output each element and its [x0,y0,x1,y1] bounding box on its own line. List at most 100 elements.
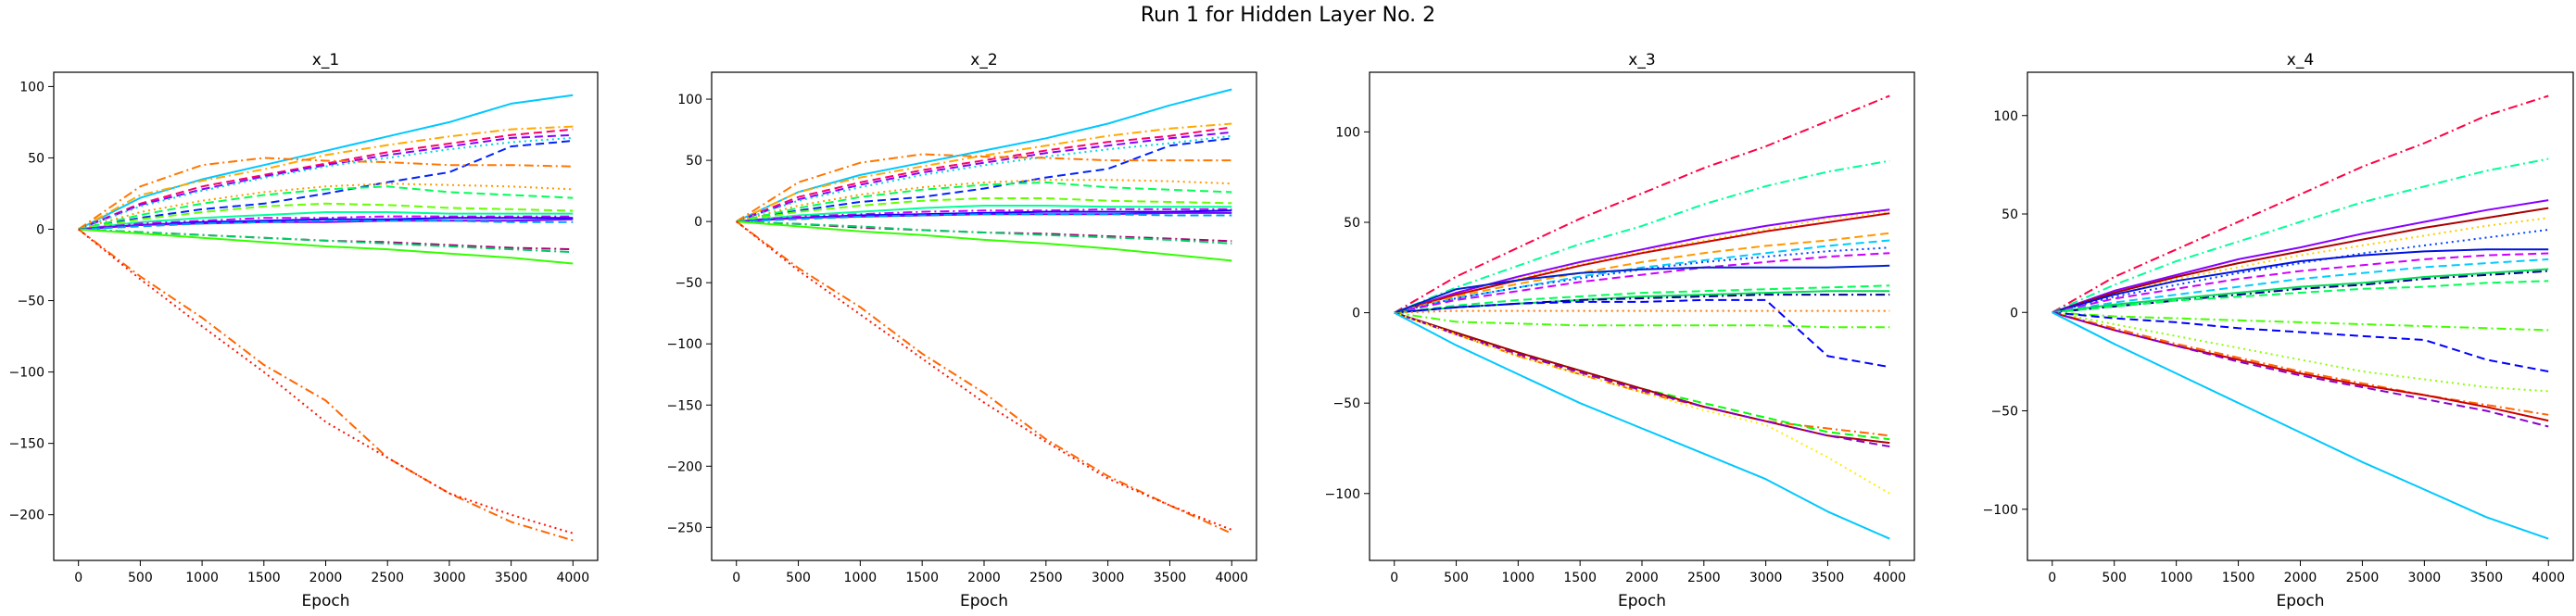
series-line-2 [78,125,574,231]
series-line-19 [2052,311,2549,540]
series-line-10 [2052,268,2549,314]
series-line-20 [736,220,1232,531]
y-tick-label: −150 [667,398,702,413]
x-tick-label: 3500 [1154,571,1187,585]
series-line-8 [736,179,1232,223]
series-line-18 [2052,311,2549,428]
figure-suptitle: Run 1 for Hidden Layer No. 2 [1140,4,1436,27]
x-tick-label: 1000 [844,571,878,585]
y-tick-label: 100 [1993,109,2018,124]
series-line-3 [736,126,1232,223]
x-tick-label: 1500 [1563,571,1597,585]
x-axis-label: Epoch [2276,592,2324,610]
series-line-14 [2052,311,2549,372]
x-tick-label: 0 [1390,571,1398,585]
series-line-10 [78,202,574,231]
y-tick-label: −50 [1332,396,1360,411]
series-line-3 [1394,208,1890,314]
series-line-5 [1394,212,1890,314]
series-line-1 [2052,94,2549,314]
series-line-9 [78,185,574,231]
series-line-19 [78,228,574,542]
x-axis-label: Epoch [301,592,349,610]
series-line-8 [78,182,574,231]
x-tick-label: 500 [786,571,811,585]
y-tick-label: 0 [2010,306,2018,321]
series-line-10 [736,197,1232,223]
series-line-11 [78,211,574,231]
x-tick-label: 2500 [2346,571,2380,585]
series-line-8 [2052,252,2549,314]
x-tick-label: 3500 [1812,571,1845,585]
y-tick-label: −100 [667,337,702,352]
series-line-17 [78,228,574,254]
x-tick-label: 4000 [556,571,589,585]
x-tick-label: 4000 [1215,571,1248,585]
x-axis-label: Epoch [960,592,1008,610]
series-line-11 [736,205,1232,223]
series-line-1 [78,94,574,231]
series-line-11 [1394,284,1890,314]
series-line-14 [1394,298,1890,369]
series-line-7 [2052,248,2549,314]
series-line-22 [1394,311,1890,540]
subplot-title: x_3 [1628,51,1655,69]
subplot-1: 0 500 1000 1500 2000 2500 3000 3500 4000−200−150… [9,51,599,610]
x-tick-label: 3000 [2408,571,2442,585]
x-tick-label: 2500 [1029,571,1063,585]
series-line-13 [78,217,574,231]
series-line-19 [1394,311,1890,445]
y-tick-label: −200 [667,459,702,474]
x-tick-label: 1500 [905,571,939,585]
y-tick-label: −100 [9,366,44,381]
series-line-4 [1394,210,1890,314]
series-line-13 [2052,311,2549,332]
series-line-1 [1394,94,1890,314]
series-line-20 [78,228,574,534]
series-line-4 [736,131,1232,223]
subplot-2: 0 500 1000 1500 2000 2500 3000 3500 4000−250−200… [667,51,1257,610]
x-tick-label: 4000 [1873,571,1906,585]
y-tick-label: 100 [677,93,702,107]
x-tick-label: 4000 [2532,571,2565,585]
series-group [1394,94,1890,540]
y-tick-label: −200 [9,509,44,523]
x-tick-label: 1000 [1502,571,1535,585]
y-tick-label: 0 [694,215,702,230]
x-tick-label: 1500 [247,571,281,585]
y-tick-label: −50 [675,276,702,291]
y-tick-label: 50 [28,151,44,166]
y-tick-label: 50 [1344,216,1360,231]
series-line-8 [1394,246,1890,314]
x-tick-label: 500 [128,571,153,585]
axes-frame [1369,71,1915,561]
series-line-2 [2052,157,2549,314]
x-tick-label: 0 [2048,571,2056,585]
x-tick-label: 2000 [2284,571,2317,585]
series-line-17 [1394,311,1890,437]
x-tick-label: 2500 [1687,571,1721,585]
series-line-5 [2052,217,2549,314]
series-line-12 [2052,280,2549,314]
x-tick-label: 1000 [185,571,219,585]
series-line-18 [78,228,574,265]
series-line-16 [2052,311,2549,416]
series-line-15 [78,220,574,231]
series-line-3 [2052,199,2549,314]
series-line-6 [736,137,1232,223]
y-tick-label: 0 [36,223,44,238]
x-tick-label: 0 [732,571,740,585]
series-line-12 [78,215,574,231]
series-line-4 [78,133,574,231]
series-line-19 [736,220,1232,534]
subplot-title: x_4 [2287,51,2314,69]
y-tick-label: −50 [17,295,44,309]
series-line-6 [2052,229,2549,314]
series-line-15 [736,213,1232,223]
x-tick-label: 500 [1444,571,1469,585]
y-tick-label: 50 [2001,207,2018,222]
subplot-title: x_2 [970,51,997,69]
series-line-15 [1394,309,1890,314]
x-tick-label: 3000 [433,571,466,585]
